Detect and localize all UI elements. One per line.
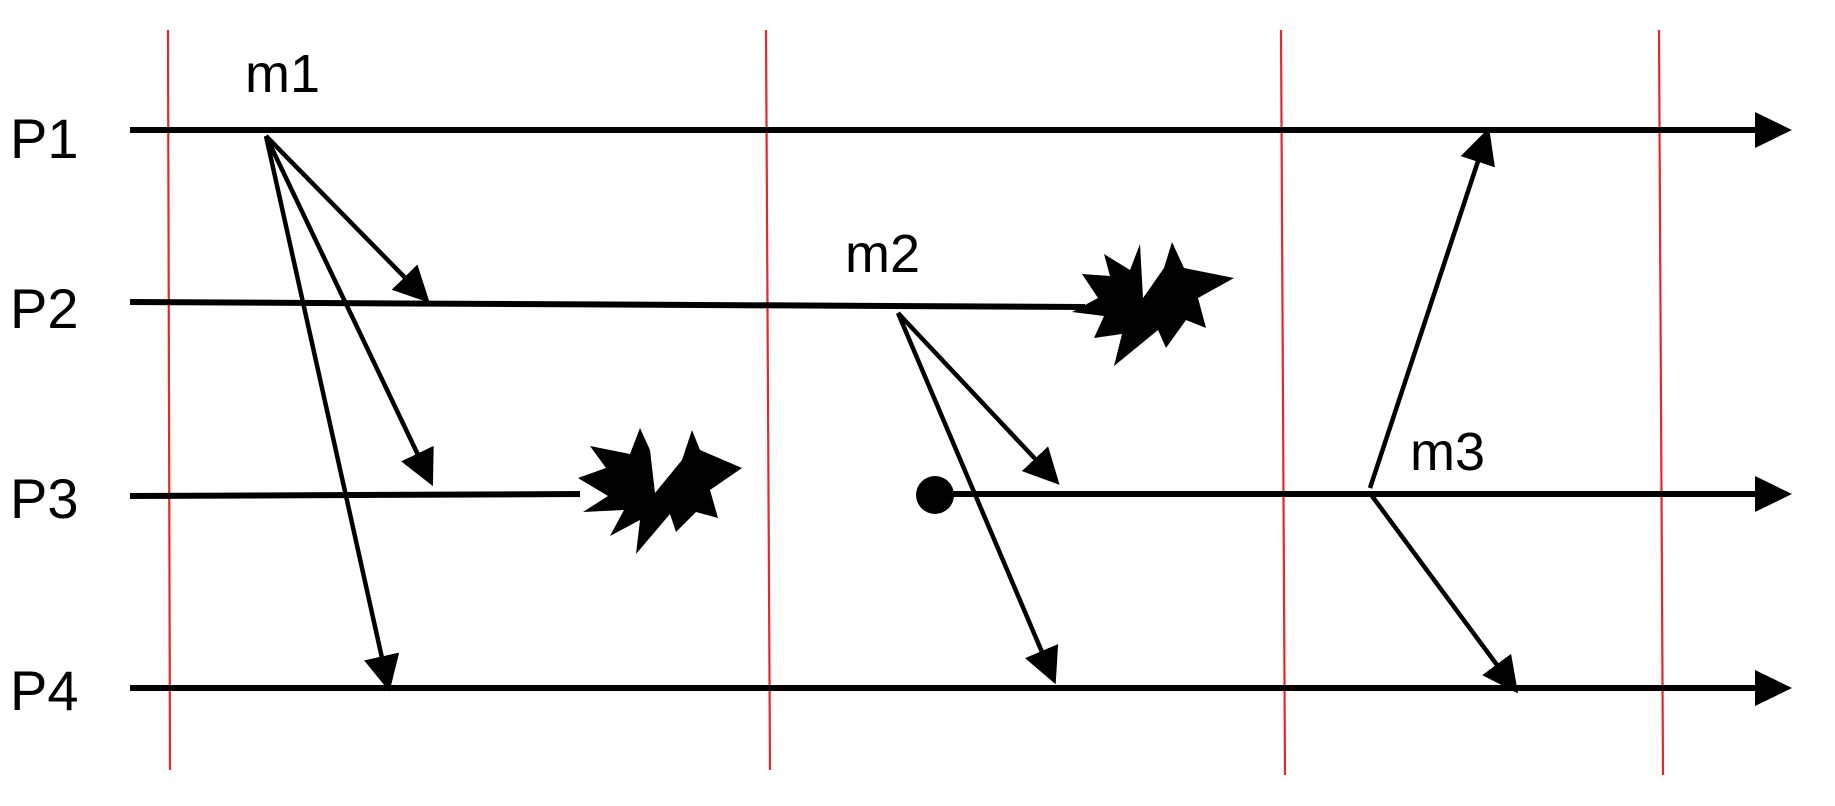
crash-icon: [1072, 242, 1234, 366]
message-m1-to-p2: [264, 134, 430, 303]
timeline-arrowhead: [1755, 670, 1792, 706]
timeline-p3-before-crash: [129, 491, 581, 499]
process-label-p1: P1: [10, 107, 79, 170]
message-m3-to-p4: [1370, 494, 1519, 694]
round-boundary-line: [166, 29, 172, 771]
recovery-dot: [916, 476, 954, 514]
message-m1-to-p4: [263, 135, 400, 692]
process-label-p3: P3: [10, 467, 79, 530]
message-m1-to-p3: [263, 135, 434, 487]
timeline-p2: [129, 299, 1086, 310]
message-label-m3: m3: [1410, 422, 1485, 482]
round-boundary-line: [1657, 29, 1665, 776]
timeline-arrowhead: [1755, 476, 1792, 512]
message-m3-to-p1: [1367, 127, 1495, 489]
process-label-p2: P2: [10, 277, 79, 340]
message-m2-to-p3: [896, 311, 1060, 485]
timeline-arrowhead: [1755, 112, 1792, 148]
crash-icon: [578, 428, 742, 554]
round-boundary-line: [764, 29, 772, 771]
process-label-p4: P4: [10, 659, 79, 722]
round-boundary-line: [1279, 29, 1287, 776]
message-m2-to-p4: [895, 312, 1059, 685]
message-label-m1: m1: [245, 44, 320, 104]
message-label-m2: m2: [845, 224, 920, 284]
